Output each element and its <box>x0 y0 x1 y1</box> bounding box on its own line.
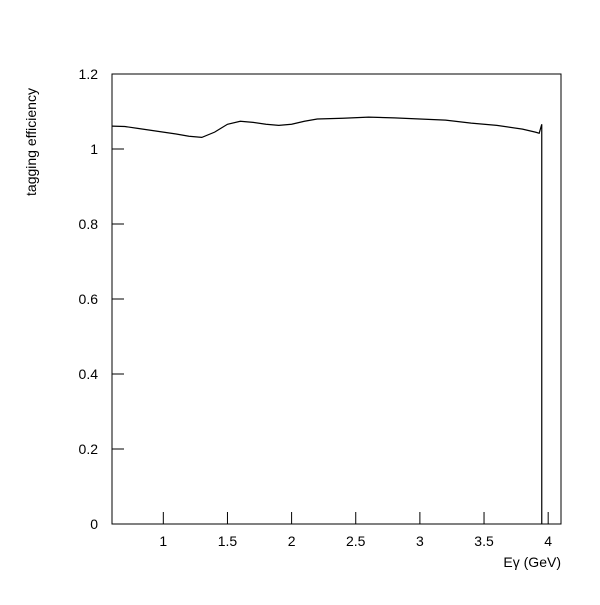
x-axis-label: Eγ (GeV) <box>503 554 561 570</box>
x-tick-label: 4 <box>544 533 552 549</box>
x-tick-label: 1.5 <box>218 533 238 549</box>
x-tick-label: 3.5 <box>474 533 494 549</box>
y-tick-label: 0.8 <box>79 216 99 232</box>
y-tick-label: 1.2 <box>79 66 99 82</box>
x-tick-label: 3 <box>416 533 424 549</box>
y-tick-label: 0.4 <box>79 366 99 382</box>
y-axis-label: tagging efficiency <box>23 88 39 196</box>
y-tick-label: 0.6 <box>79 291 99 307</box>
x-tick-label: 2 <box>288 533 296 549</box>
y-tick-label: 0.2 <box>79 441 99 457</box>
efficiency-curve <box>111 116 543 524</box>
y-tick-label: 1 <box>90 141 98 157</box>
x-tick-label: 2.5 <box>346 533 366 549</box>
x-tick-label: 1 <box>159 533 167 549</box>
y-tick-label: 0 <box>90 516 98 532</box>
plot-frame <box>111 73 562 525</box>
